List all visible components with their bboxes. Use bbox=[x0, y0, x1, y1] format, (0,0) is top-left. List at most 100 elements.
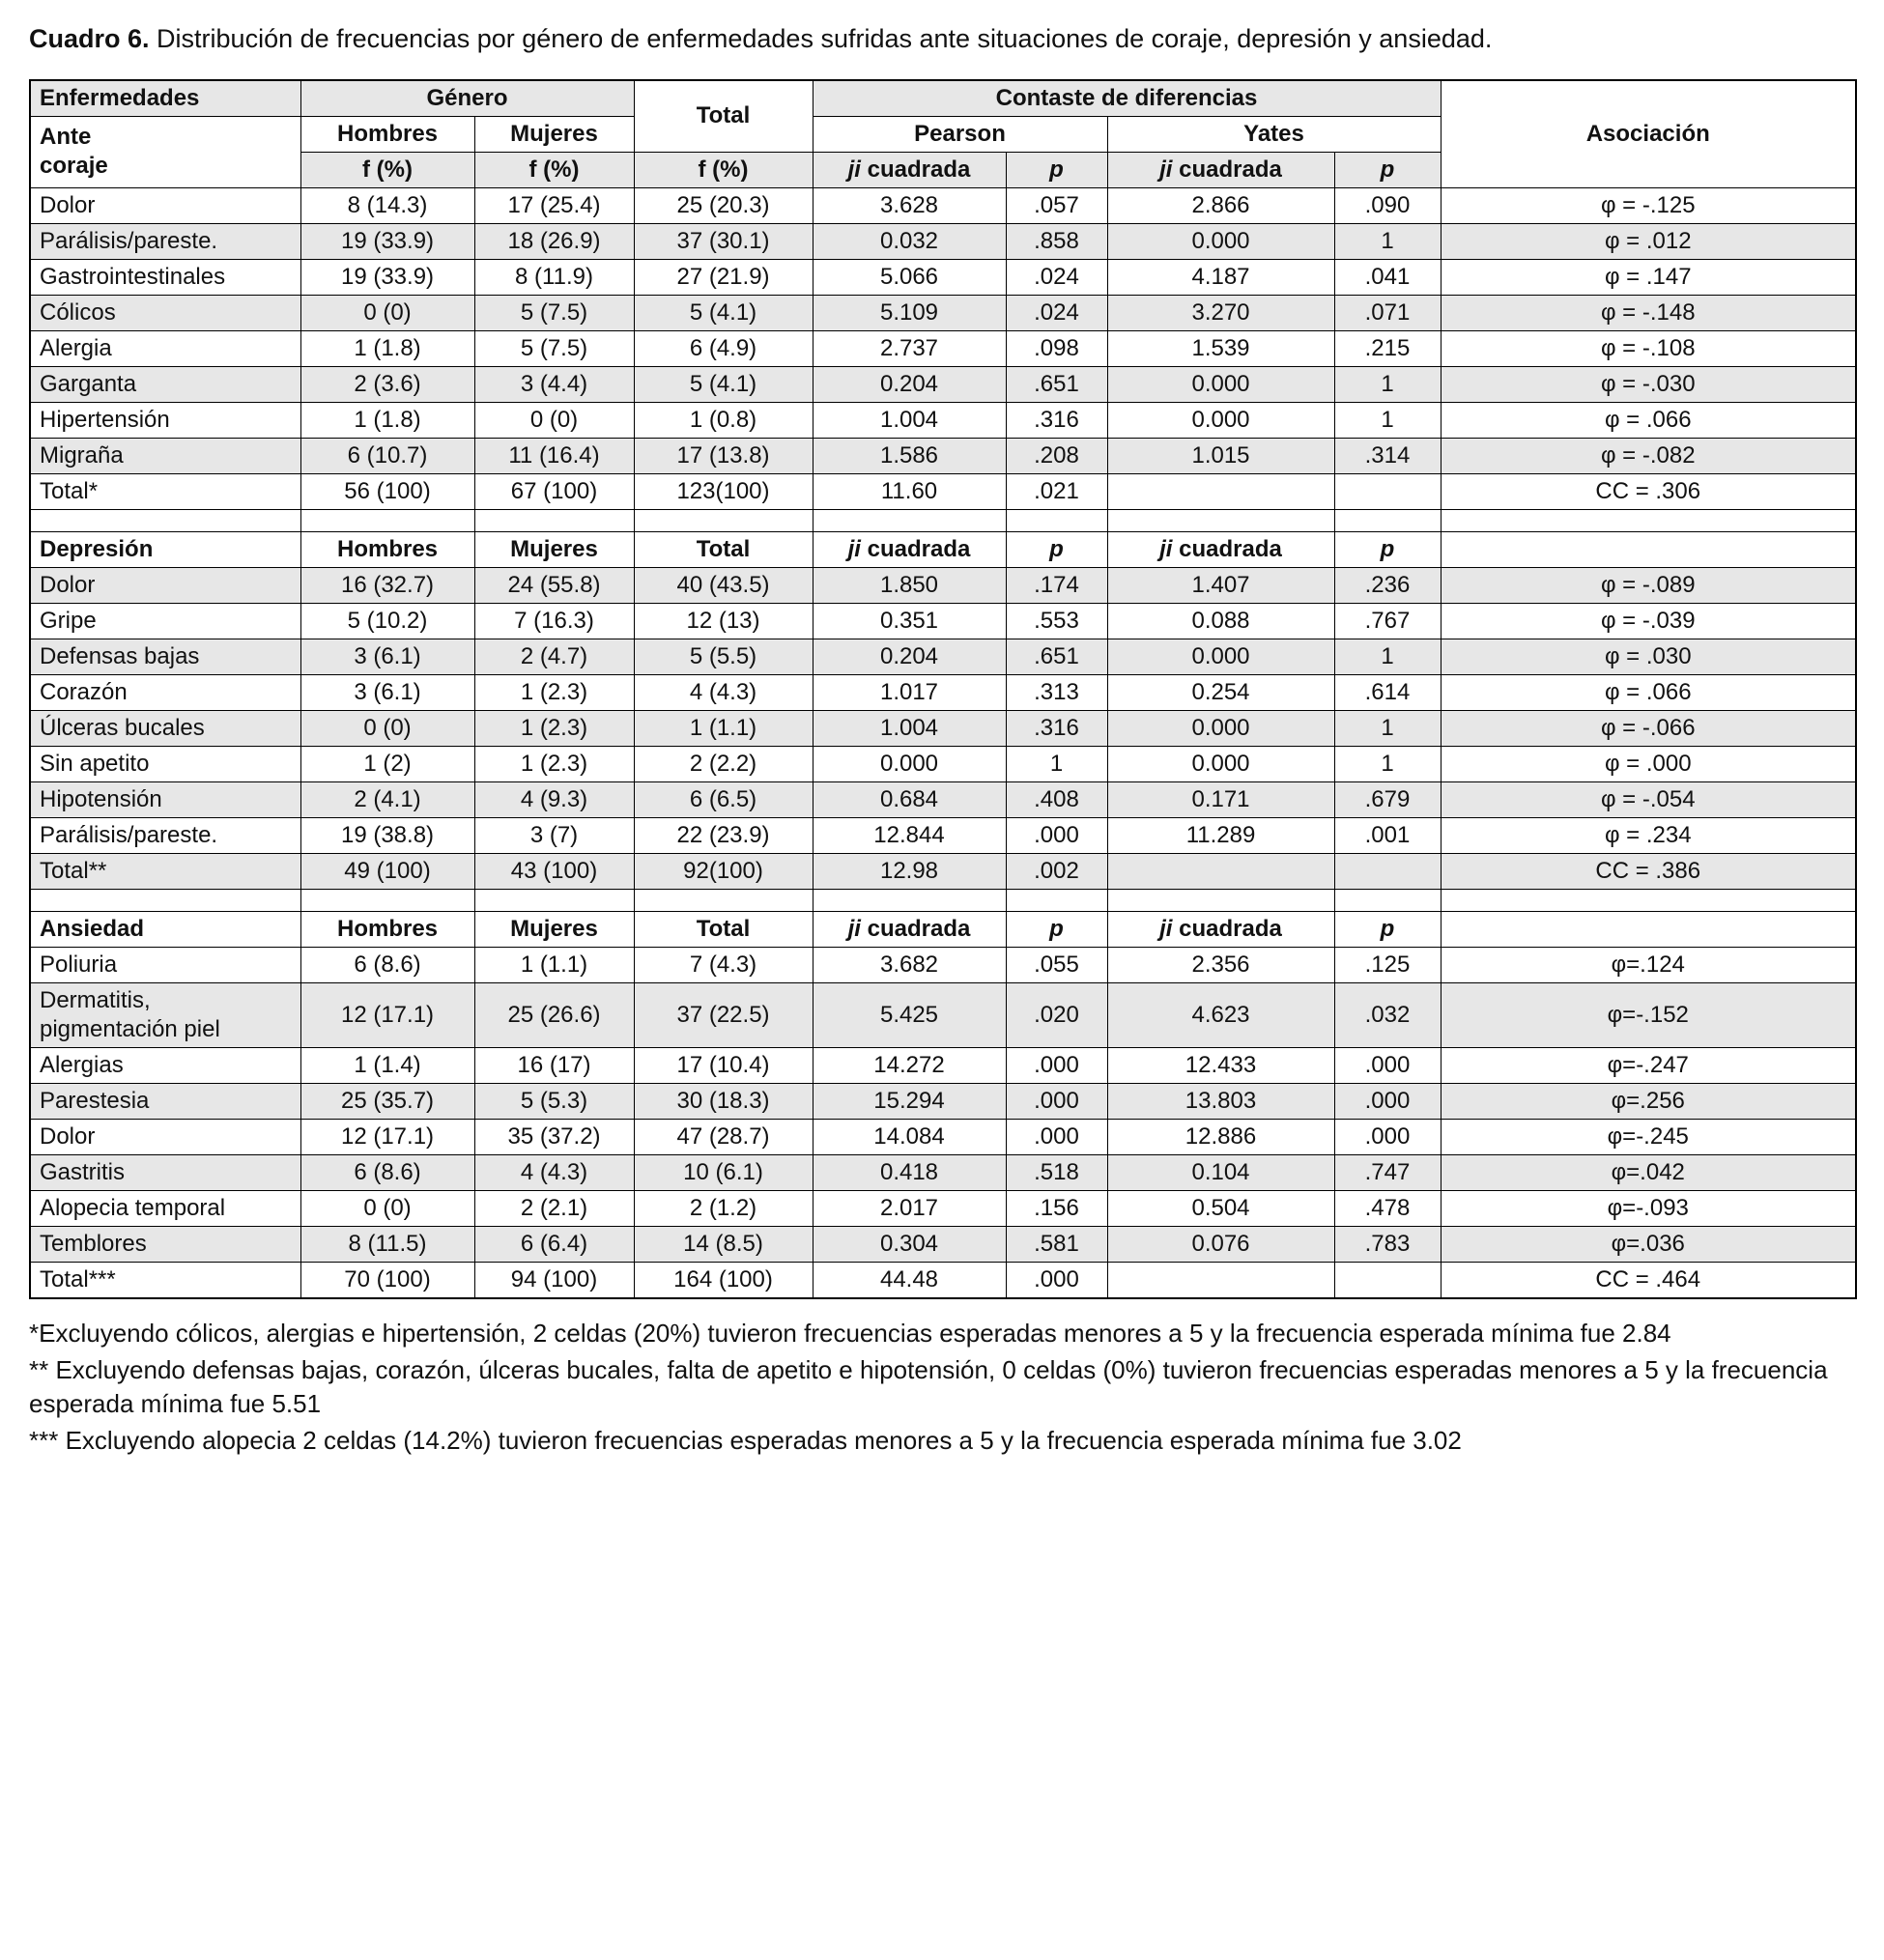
value-cell: CC = .464 bbox=[1440, 1261, 1857, 1299]
value-cell: 1 (2.3) bbox=[473, 745, 635, 782]
value-cell: 6 (8.6) bbox=[300, 1153, 475, 1191]
table-row: Garganta 2 (3.6) 3 (4.4) 5 (4.1) 0.204.651 0.… bbox=[29, 365, 1857, 403]
section-title-cell: Ansiedad bbox=[29, 910, 301, 948]
value-cell: 19 (33.9) bbox=[300, 222, 475, 260]
value-cell: 14.272 bbox=[812, 1046, 1007, 1084]
value-cell: .478 bbox=[1333, 1189, 1442, 1227]
value-cell: .000 bbox=[1005, 816, 1108, 854]
row-label-cell: Parálisis/pareste. bbox=[29, 816, 301, 854]
value-cell: .651 bbox=[1005, 365, 1108, 403]
spacer-cell bbox=[1440, 508, 1857, 532]
value-cell: .747 bbox=[1333, 1153, 1442, 1191]
value-cell: φ = -.066 bbox=[1440, 709, 1857, 747]
value-cell bbox=[1106, 852, 1335, 890]
row-label-cell: Parestesia bbox=[29, 1082, 301, 1120]
value-cell: .024 bbox=[1005, 294, 1108, 331]
value-cell: φ=-.093 bbox=[1440, 1189, 1857, 1227]
section-header-cell: ji cuadrada bbox=[812, 910, 1007, 948]
value-cell: 18 (26.9) bbox=[473, 222, 635, 260]
value-cell: 27 (21.9) bbox=[633, 258, 814, 296]
value-cell: 1.015 bbox=[1106, 437, 1335, 474]
row-label-cell: Defensas bajas bbox=[29, 638, 301, 675]
value-cell: .032 bbox=[1333, 981, 1442, 1048]
header-p-pearson: p bbox=[1005, 151, 1108, 188]
header-f-pct-mujeres: f (%) bbox=[473, 151, 635, 188]
value-cell: .651 bbox=[1005, 638, 1108, 675]
section-header-row: Ansiedad Hombres Mujeres Total ji cuadrada p j… bbox=[29, 910, 1857, 948]
spacer-cell bbox=[29, 508, 301, 532]
section-header-cell bbox=[1440, 910, 1857, 948]
table-row: Defensas bajas 3 (6.1) 2 (4.7) 5 (5.5) 0.204… bbox=[29, 638, 1857, 675]
value-cell: .174 bbox=[1005, 566, 1108, 604]
value-cell: 0 (0) bbox=[473, 401, 635, 439]
spacer-cell bbox=[1106, 888, 1335, 912]
value-cell: φ=.124 bbox=[1440, 946, 1857, 983]
value-cell: .614 bbox=[1333, 673, 1442, 711]
value-cell: 70 (100) bbox=[300, 1261, 475, 1299]
value-cell: 1.004 bbox=[812, 401, 1007, 439]
value-cell: 2 (4.1) bbox=[300, 781, 475, 818]
row-label-cell: Total** bbox=[29, 852, 301, 890]
value-cell: 44.48 bbox=[812, 1261, 1007, 1299]
value-cell: 10 (6.1) bbox=[633, 1153, 814, 1191]
section-header-cell: p bbox=[1333, 530, 1442, 568]
value-cell: 47 (28.7) bbox=[633, 1118, 814, 1155]
value-cell: 1.004 bbox=[812, 709, 1007, 747]
value-cell: .125 bbox=[1333, 946, 1442, 983]
value-cell: φ = .066 bbox=[1440, 673, 1857, 711]
table-row: Alergia 1 (1.8) 5 (7.5) 6 (4.9) 2.737.098 1.5… bbox=[29, 329, 1857, 367]
value-cell: .000 bbox=[1005, 1082, 1108, 1120]
header-pearson: Pearson bbox=[812, 115, 1108, 153]
ji-label: ji bbox=[1159, 535, 1173, 562]
value-cell: 2 (3.6) bbox=[300, 365, 475, 403]
value-cell: 25 (26.6) bbox=[473, 981, 635, 1048]
value-cell: 19 (38.8) bbox=[300, 816, 475, 854]
row-label-cell: Garganta bbox=[29, 365, 301, 403]
spacer-cell bbox=[1005, 888, 1108, 912]
value-cell: .055 bbox=[1005, 946, 1108, 983]
value-cell bbox=[1106, 472, 1335, 510]
section-title-cell: Depresión bbox=[29, 530, 301, 568]
value-cell: 25 (35.7) bbox=[300, 1082, 475, 1120]
value-cell: 5 (5.3) bbox=[473, 1082, 635, 1120]
value-cell: 5 (10.2) bbox=[300, 602, 475, 639]
row-label-cell: Gripe bbox=[29, 602, 301, 639]
value-cell: .408 bbox=[1005, 781, 1108, 818]
value-cell: 3 (7) bbox=[473, 816, 635, 854]
value-cell: 4.623 bbox=[1106, 981, 1335, 1048]
value-cell: φ = .147 bbox=[1440, 258, 1857, 296]
section-header-cell: ji cuadrada bbox=[812, 530, 1007, 568]
value-cell: 11.60 bbox=[812, 472, 1007, 510]
value-cell: 11 (16.4) bbox=[473, 437, 635, 474]
value-cell: 1 bbox=[1005, 745, 1108, 782]
value-cell: φ = -.039 bbox=[1440, 602, 1857, 639]
value-cell: 5 (5.5) bbox=[633, 638, 814, 675]
spacer-row bbox=[29, 508, 1857, 532]
value-cell: 92(100) bbox=[633, 852, 814, 890]
value-cell: φ=.256 bbox=[1440, 1082, 1857, 1120]
header-asociacion: Asociación bbox=[1440, 79, 1857, 188]
value-cell: .001 bbox=[1333, 816, 1442, 854]
table-row: Alopecia temporal 0 (0) 2 (2.1) 2 (1.2) 2.01… bbox=[29, 1189, 1857, 1227]
value-cell: 15.294 bbox=[812, 1082, 1007, 1120]
value-cell: 1 bbox=[1333, 709, 1442, 747]
value-cell: 14 (8.5) bbox=[633, 1225, 814, 1263]
row-label-cell: Migraña bbox=[29, 437, 301, 474]
value-cell: .057 bbox=[1005, 186, 1108, 224]
row-label-cell: Gastritis bbox=[29, 1153, 301, 1191]
header-row-1: Enfermedades Género Total Contaste de di… bbox=[29, 79, 1857, 188]
header-enfermedades: Enfermedades bbox=[29, 79, 301, 117]
value-cell: 1.539 bbox=[1106, 329, 1335, 367]
value-cell: φ = .234 bbox=[1440, 816, 1857, 854]
spacer-cell bbox=[29, 888, 301, 912]
value-cell: 8 (11.5) bbox=[300, 1225, 475, 1263]
value-cell: 16 (17) bbox=[473, 1046, 635, 1084]
spacer-cell bbox=[1106, 508, 1335, 532]
spacer-cell bbox=[812, 508, 1007, 532]
value-cell: .518 bbox=[1005, 1153, 1108, 1191]
value-cell: 0.000 bbox=[1106, 401, 1335, 439]
cuadrada-label: cuadrada bbox=[1172, 156, 1282, 183]
row-label-cell: Dermatitis, pigmentación piel bbox=[29, 981, 301, 1048]
row-label-cell: Dolor bbox=[29, 186, 301, 224]
value-cell: 25 (20.3) bbox=[633, 186, 814, 224]
